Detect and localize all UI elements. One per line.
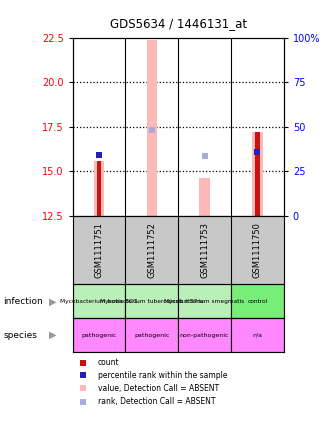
Text: GSM1111751: GSM1111751 [94, 222, 104, 278]
Text: n/a: n/a [252, 333, 262, 338]
Text: rank, Detection Call = ABSENT: rank, Detection Call = ABSENT [98, 397, 215, 406]
Bar [73, 284, 125, 318]
Text: ▶: ▶ [49, 296, 56, 306]
Text: GSM1111750: GSM1111750 [253, 222, 262, 278]
Text: GDS5634 / 1446131_at: GDS5634 / 1446131_at [110, 16, 247, 30]
Text: Mycobacterium smegmatis: Mycobacterium smegmatis [164, 299, 245, 304]
Text: value, Detection Call = ABSENT: value, Detection Call = ABSENT [98, 384, 219, 393]
Bar [231, 284, 284, 318]
Bar [94, 161, 104, 216]
Text: pathogenic: pathogenic [81, 333, 117, 338]
Text: Mycobacterium tuberculosis H37ra: Mycobacterium tuberculosis H37ra [100, 299, 203, 304]
Text: count: count [98, 358, 119, 367]
Bar [147, 40, 157, 216]
Text: pathogenic: pathogenic [134, 333, 170, 338]
Text: percentile rank within the sample: percentile rank within the sample [98, 371, 227, 380]
Text: non-pathogenic: non-pathogenic [180, 333, 229, 338]
Bar [178, 318, 231, 352]
Text: control: control [247, 299, 268, 304]
Bar [73, 318, 125, 352]
Text: ▶: ▶ [49, 330, 56, 340]
Text: GSM1111753: GSM1111753 [200, 222, 209, 278]
Text: infection: infection [3, 297, 43, 306]
Bar [125, 318, 178, 352]
Bar [199, 179, 210, 216]
Bar [97, 161, 101, 216]
Bar [125, 284, 178, 318]
Text: GSM1111752: GSM1111752 [147, 222, 156, 278]
Bar [255, 132, 260, 216]
Text: species: species [3, 331, 37, 340]
Bar [252, 132, 263, 216]
Text: Mycobacterium bovis BCG: Mycobacterium bovis BCG [60, 299, 138, 304]
Bar [231, 318, 284, 352]
Bar [178, 284, 231, 318]
